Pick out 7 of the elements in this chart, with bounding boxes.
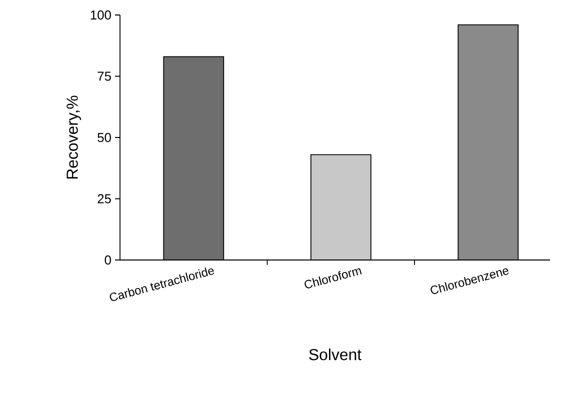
y-tick-label: 25 [98, 194, 111, 204]
y-tick-label: 100 [90, 10, 111, 20]
y-axis-title: Recovery,% [66, 96, 82, 179]
y-tick-label: 75 [98, 72, 111, 81]
y-tick-label: 0 [104, 255, 111, 265]
x-axis-title: Solvent [309, 348, 362, 360]
y-tick-label: 50 [98, 132, 111, 142]
